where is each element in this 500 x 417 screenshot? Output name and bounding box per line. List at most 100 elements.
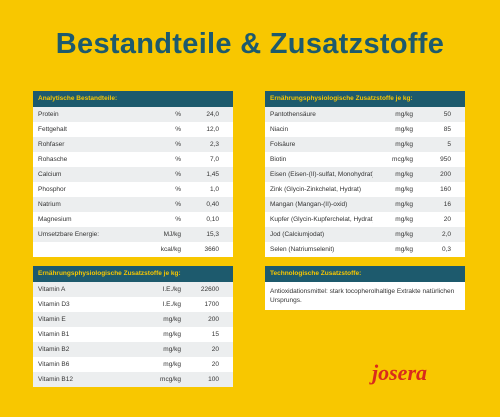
row-value: 3660 xyxy=(204,246,219,253)
table-row: Folsäure mg/kg 5 xyxy=(265,137,465,152)
table-row: Kupfer (Glycin-Kupferchelat, Hydrat) mg/k… xyxy=(265,212,465,227)
row-label: Vitamin D3 xyxy=(38,301,70,308)
table-body: Pantothensäure mg/kg 50 Niacin mg/kg 85 Folsäu… xyxy=(265,107,465,257)
row-label xyxy=(33,242,141,257)
row-unit: % xyxy=(175,141,181,148)
table-row: Zink (Glycin-Zinkchelat, Hydrat) mg/kg 160 xyxy=(265,182,465,197)
table-row: Umsetzbare Energie: MJ/kg 15,3 xyxy=(33,227,233,242)
row-value: 15 xyxy=(211,331,219,338)
table-row: Rohasche% 7,0 xyxy=(33,152,233,167)
row-label: Biotin xyxy=(270,156,287,163)
row-unit: mg/kg xyxy=(395,186,413,193)
row-value: 50 xyxy=(443,111,451,118)
row-label: Kupfer (Glycin-Kupferchelat, Hydrat) xyxy=(270,216,373,223)
row-unit: MJ/kg xyxy=(163,231,181,238)
table-row: Fettgehalt% 12,0 xyxy=(33,122,233,137)
table-row: Natrium% 0,40 xyxy=(33,197,233,212)
row-value: 1,45 xyxy=(206,171,219,178)
row-unit: % xyxy=(175,201,181,208)
table-row: Mangan (Mangan-(II)-oxid) mg/kg 16 xyxy=(265,197,465,212)
row-value: 24,0 xyxy=(206,111,219,118)
row-unit: % xyxy=(175,111,181,118)
row-unit: mg/kg xyxy=(163,331,181,338)
row-label: Umsetzbare Energie: xyxy=(38,231,100,238)
row-unit: I.E./kg xyxy=(162,301,181,308)
row-value: 160 xyxy=(440,186,451,193)
table-row: Protein% 24,0 xyxy=(33,107,233,122)
table-row: Vitamin B12 mcg/kg 100 xyxy=(33,372,233,387)
row-label: Vitamin B12 xyxy=(38,376,73,383)
row-value: 5 xyxy=(447,141,451,148)
row-label: Niacin xyxy=(270,126,289,133)
row-value: 20 xyxy=(443,216,451,223)
row-value: 2,3 xyxy=(209,141,219,148)
table-row: kcal/kg 3660 xyxy=(33,242,233,257)
row-label: Rohasche xyxy=(38,156,68,163)
row-unit: % xyxy=(175,171,181,178)
table-row: Phosphor% 1,0 xyxy=(33,182,233,197)
table-row: Vitamin B1 mg/kg 15 xyxy=(33,327,233,342)
table-header: Analytische Bestandteile: xyxy=(33,91,233,107)
row-value: 100 xyxy=(208,376,219,383)
table-row: Vitamin B6 mg/kg 20 xyxy=(33,357,233,372)
row-unit: mg/kg xyxy=(395,201,413,208)
row-unit: mg/kg xyxy=(395,246,413,253)
row-label: Vitamin E xyxy=(38,316,66,323)
logo: josera xyxy=(372,360,427,385)
table-row: Vitamin E mg/kg 200 xyxy=(33,312,233,327)
title: Bestandteile & Zusatzstoffe xyxy=(55,28,445,60)
table-header: Ernährungsphysiologische Zusatzstoffe je… xyxy=(265,91,465,107)
row-label: Natrium xyxy=(38,201,61,208)
row-value: 200 xyxy=(440,171,451,178)
row-label: Pantothensäure xyxy=(270,111,316,118)
row-value: 15,3 xyxy=(206,231,219,238)
table-row: Magnesium% 0,10 xyxy=(33,212,233,227)
table-row: Biotin mcg/kg 950 xyxy=(265,152,465,167)
row-unit: I.E./kg xyxy=(162,286,181,293)
row-value: 0,40 xyxy=(206,201,219,208)
row-value: 200 xyxy=(208,316,219,323)
table: Analytische Bestandteile: Protein% 24,0 Fet… xyxy=(33,91,233,257)
table-row: Pantothensäure mg/kg 50 xyxy=(265,107,465,122)
row-value: 12,0 xyxy=(206,126,219,133)
table-row: Vitamin D3 I.E./kg 1700 xyxy=(33,297,233,312)
row-unit: mcg/kg xyxy=(392,156,413,163)
table-row: Eisen (Eisen-(II)-sulfat, Monohydrat) mg/… xyxy=(265,167,465,182)
row-unit: mg/kg xyxy=(395,171,413,178)
row-label: Phosphor xyxy=(38,186,66,193)
row-value: 7,0 xyxy=(209,156,219,163)
row-label: Mangan (Mangan-(II)-oxid) xyxy=(270,201,348,208)
row-unit: % xyxy=(175,186,181,193)
row-unit: mg/kg xyxy=(395,111,413,118)
table-row: Jod (Calciumjodat) mg/kg 2,0 xyxy=(265,227,465,242)
row-label: Eisen (Eisen-(II)-sulfat, Monohydrat) xyxy=(270,171,373,178)
row-unit: mg/kg xyxy=(163,346,181,353)
row-label: Jod (Calciumjodat) xyxy=(270,231,325,238)
table-row: Calcium% 1,45 xyxy=(33,167,233,182)
table-row: Selen (Natriumselenit) mg/kg 0,3 xyxy=(265,242,465,257)
row-unit: mg/kg xyxy=(163,361,181,368)
table-row: Vitamin B2 mg/kg 20 xyxy=(33,342,233,357)
table: Ernährungsphysiologische Zusatzstoffe je… xyxy=(265,91,465,257)
row-label: Vitamin A xyxy=(38,286,66,293)
row-value: 20 xyxy=(211,361,219,368)
row-label: Magnesium xyxy=(38,216,72,223)
row-value: 1,0 xyxy=(209,186,219,193)
row-label: Zink (Glycin-Zinkchelat, Hydrat) xyxy=(270,186,362,193)
row-value: 0,10 xyxy=(206,216,219,223)
row-value: 0,3 xyxy=(441,246,451,253)
row-label: Protein xyxy=(38,111,59,118)
row-unit: % xyxy=(175,216,181,223)
table-row: Rohfaser% 2,3 xyxy=(33,137,233,152)
row-value: 950 xyxy=(440,156,451,163)
row-label: Selen (Natriumselenit) xyxy=(270,246,335,253)
row-value: 2,0 xyxy=(441,231,451,238)
row-label: Vitamin B1 xyxy=(38,331,70,338)
row-unit: mg/kg xyxy=(395,141,413,148)
table-header: Ernährungsphysiologische Zusatzstoffe je… xyxy=(33,266,233,282)
row-label: Folsäure xyxy=(270,141,296,148)
row-label: Fettgehalt xyxy=(38,126,67,133)
row-label: Calcium xyxy=(38,171,62,178)
row-label: Rohfaser xyxy=(38,141,65,148)
